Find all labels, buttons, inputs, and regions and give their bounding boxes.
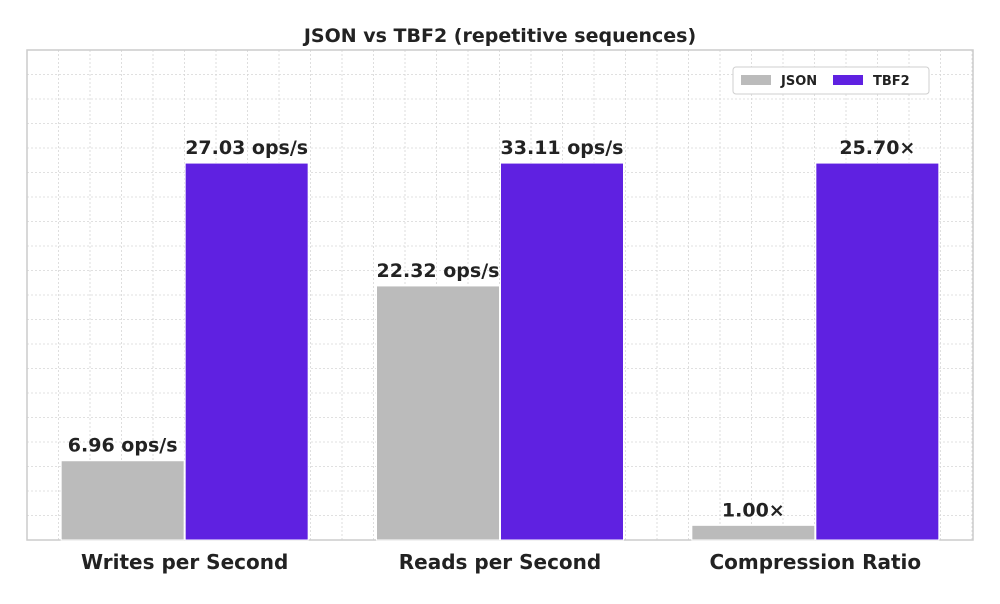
legend-box [732, 66, 930, 95]
x-tick-label: Reads per Second [399, 550, 601, 574]
x-axis: Writes per Second Reads per Second Compres… [81, 550, 921, 574]
data-label: 6.96 ops/s [68, 435, 178, 457]
data-labels: 6.96 ops/s 27.03 ops/s 22.32 ops/s 33.11 op… [68, 137, 916, 521]
chart-title: JSON vs TBF2 (repetitive sequences) [302, 25, 696, 47]
data-label: 33.11 ops/s [501, 137, 624, 159]
bar-json-2 [376, 285, 500, 541]
data-label: 25.70× [839, 137, 915, 159]
bar-json-3 [691, 524, 816, 541]
legend-swatch-json [741, 75, 771, 85]
legend: JSON TBF2 [732, 66, 930, 95]
x-tick-label: Compression Ratio [709, 550, 921, 574]
legend-label-tbf2: TBF2 [873, 74, 910, 89]
bar-tbf2-3 [815, 162, 940, 541]
legend-label-json: JSON [780, 74, 817, 89]
bars [60, 162, 940, 541]
data-label: 1.00× [722, 499, 785, 521]
bar-tbf2-2 [500, 162, 624, 541]
bar-json-1 [60, 460, 185, 541]
bar-tbf2-1 [184, 162, 309, 541]
data-label: 22.32 ops/s [377, 260, 500, 282]
legend-swatch-tbf2 [833, 75, 863, 85]
x-tick-label: Writes per Second [81, 550, 288, 574]
data-label: 27.03 ops/s [185, 137, 308, 159]
